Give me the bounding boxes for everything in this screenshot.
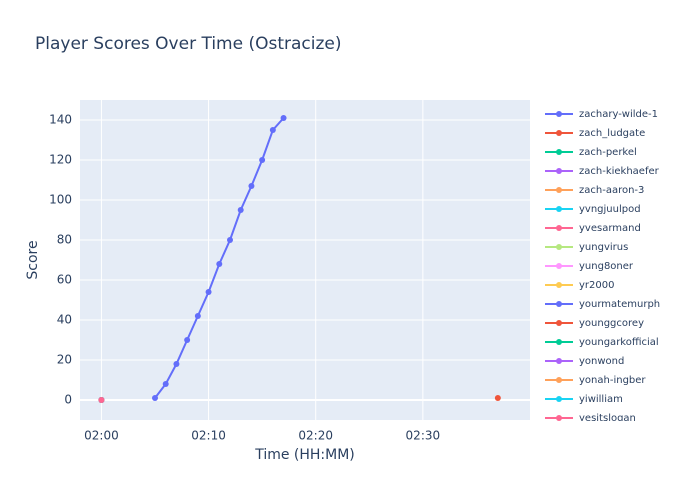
legend-marker (556, 206, 562, 212)
legend-marker (556, 320, 562, 326)
y-tick-label: 100 (49, 193, 72, 207)
legend-marker (556, 130, 562, 136)
legend-label[interactable]: zachary-wilde-1 (579, 109, 658, 120)
data-point (194, 313, 201, 319)
y-tick-label: 20 (57, 353, 72, 367)
legend-label[interactable]: yourmatemurph (579, 299, 660, 310)
legend: zachary-wilde-1 zach_ludgate zach-perkel za… (545, 109, 660, 424)
chart-title: Player Scores Over Time (Ostracize) (35, 34, 342, 54)
legend-marker (556, 282, 562, 288)
data-point (248, 183, 255, 189)
data-point (237, 207, 244, 213)
data-point (98, 397, 105, 403)
legend-label[interactable]: yvesarmand (579, 223, 641, 234)
data-point (280, 115, 287, 121)
data-point (152, 395, 158, 401)
data-point (205, 289, 212, 295)
legend-marker (556, 415, 562, 421)
data-point (184, 337, 191, 343)
grid: 0 20 40 60 80 100 120 140 02:00 02:10 02:20 02:30 (49, 100, 530, 443)
legend-label[interactable]: zach-perkel (579, 147, 637, 158)
data-point (259, 157, 266, 163)
data-point (269, 127, 276, 133)
legend-label[interactable]: zach_ludgate (579, 128, 645, 139)
data-point (162, 381, 169, 387)
x-tick-label: 02:30 (406, 429, 441, 443)
legend-marker (556, 149, 562, 155)
y-axis-label: Score (25, 240, 41, 279)
legend-label[interactable]: zach-kiekhaefer (579, 166, 660, 177)
legend-label[interactable]: yiwilliam (579, 394, 623, 405)
legend-label[interactable]: youngarkofficial (579, 337, 659, 348)
y-tick-label: 60 (57, 273, 72, 287)
legend-label[interactable]: zach-aaron-3 (579, 185, 644, 196)
data-point (227, 237, 233, 243)
legend-marker (556, 396, 562, 402)
legend-label[interactable]: yr2000 (579, 280, 614, 291)
y-tick-label: 140 (49, 113, 72, 127)
data-point (494, 395, 501, 401)
legend-label[interactable]: yesitslogan (579, 413, 636, 424)
legend-label[interactable]: yung8oner (579, 261, 634, 272)
legend-marker (556, 111, 562, 117)
legend-marker (556, 339, 562, 345)
data-point (216, 261, 223, 267)
legend-marker (556, 244, 562, 250)
legend-marker (556, 187, 562, 193)
y-tick-label: 80 (57, 233, 72, 247)
legend-marker (556, 358, 562, 364)
legend-marker (556, 301, 562, 307)
y-tick-label: 0 (64, 393, 72, 407)
x-axis-label: Time (HH:MM) (254, 447, 355, 463)
data-point (173, 361, 180, 367)
x-tick-label: 02:00 (84, 429, 119, 443)
plot-area (80, 100, 530, 420)
legend-label[interactable]: yungvirus (579, 242, 628, 253)
legend-marker (556, 263, 562, 269)
legend-label[interactable]: yonwond (579, 356, 624, 367)
marks (98, 115, 501, 403)
x-tick-label: 02:10 (191, 429, 226, 443)
y-tick-label: 120 (49, 153, 72, 167)
legend-marker (556, 377, 562, 383)
x-tick-label: 02:20 (298, 429, 333, 443)
legend-marker (556, 168, 562, 174)
legend-label[interactable]: younggcorey (579, 318, 644, 329)
legend-marker (556, 225, 562, 231)
legend-label[interactable]: yvngjuulpod (579, 204, 641, 215)
y-tick-label: 40 (57, 313, 72, 327)
legend-label[interactable]: yonah-ingber (579, 375, 646, 386)
